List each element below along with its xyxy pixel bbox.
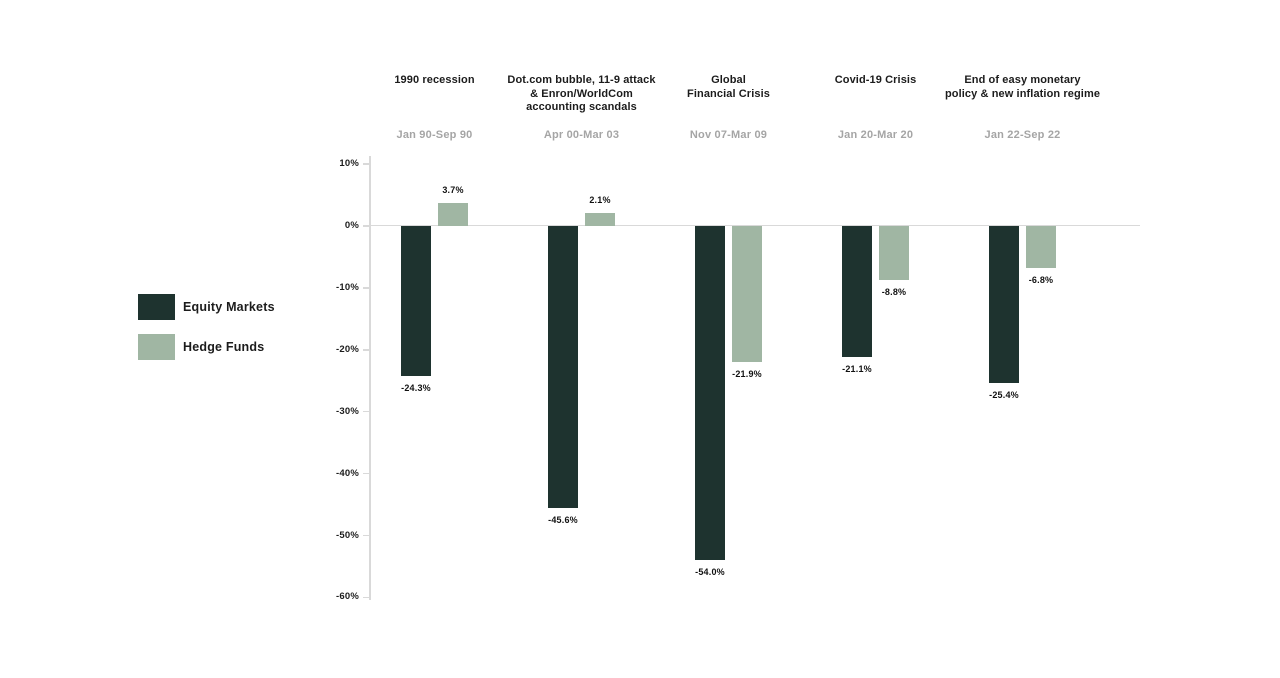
bar-equity-markets [548, 226, 578, 509]
legend-item-hedge-funds: Hedge Funds [138, 334, 264, 360]
equity-markets-swatch [138, 294, 175, 320]
category-title-line: Dot.com bubble, 11-9 attack [507, 74, 656, 86]
value-label-equity-markets: -24.3% [401, 383, 431, 394]
bar-hedge-funds [732, 226, 762, 362]
value-label-hedge-funds: -8.8% [881, 287, 907, 298]
y-tick-label: 10% [339, 158, 359, 170]
zero-baseline [370, 224, 1140, 227]
bar-hedge-funds [1026, 226, 1056, 269]
y-tick-mark [363, 596, 369, 599]
category-title-line: 1990 recession [394, 74, 475, 86]
y-axis-line [369, 156, 371, 600]
legend-item-equity-markets: Equity Markets [138, 294, 275, 320]
category-title: Dot.com bubble, 11-9 attack & Enron/World… [487, 74, 677, 115]
bar-equity-markets [989, 226, 1019, 384]
y-tick-mark [363, 472, 369, 475]
bar-equity-markets [695, 226, 725, 561]
category-period: Jan 22-Sep 22 [984, 129, 1061, 141]
category-period: Nov 07-Mar 09 [689, 129, 768, 141]
y-tick-label: -10% [336, 281, 359, 293]
y-tick-mark [363, 225, 369, 227]
category-title-line: & Enron/WorldCom [530, 87, 633, 100]
bar-hedge-funds [438, 203, 468, 226]
category-title-line: policy & new inflation regime [944, 87, 1101, 100]
value-label-hedge-funds: -6.8% [1028, 275, 1054, 286]
value-label-hedge-funds: 2.1% [589, 195, 611, 205]
category-title: Global Financial Crisis [634, 74, 824, 101]
legend-label-equity-markets: Equity Markets [183, 300, 275, 314]
value-label-equity-markets: -54.0% [695, 567, 725, 578]
category-title-line: Financial Crisis [687, 87, 770, 100]
value-label-equity-markets: -45.6% [548, 515, 578, 526]
bar-equity-markets [401, 226, 431, 377]
y-tick-mark [363, 410, 369, 413]
y-tick-mark [363, 349, 369, 351]
category-title: 1990 recession [340, 74, 530, 88]
bar-equity-markets [842, 226, 872, 357]
category-period: Jan 90-Sep 90 [396, 129, 473, 141]
category-title-line: accounting scandals [526, 101, 637, 113]
y-tick-label: 0% [344, 220, 359, 231]
y-tick-mark [363, 534, 369, 537]
value-label-equity-markets: -25.4% [989, 390, 1019, 401]
y-tick-label: -20% [336, 343, 359, 355]
y-tick-label: -30% [336, 405, 359, 417]
category-title: Covid-19 Crisis [781, 74, 971, 88]
legend-label-hedge-funds: Hedge Funds [183, 340, 265, 354]
category-period: Apr 00-Mar 03 [543, 129, 620, 141]
y-tick-mark [363, 163, 369, 165]
category-title: End of easy monetary policy & new inflati… [928, 74, 1118, 101]
y-tick-label: -40% [336, 467, 359, 479]
category-title-line: Global [711, 74, 746, 86]
value-label-equity-markets: -21.1% [842, 363, 872, 374]
y-tick-label: -50% [336, 529, 359, 541]
y-tick-mark [363, 287, 369, 289]
value-label-hedge-funds: 3.7% [442, 185, 464, 196]
category-title-line: Covid-19 Crisis [834, 74, 917, 86]
hedge-funds-swatch [138, 334, 175, 360]
category-period: Jan 20-Mar 20 [837, 129, 914, 141]
bar-hedge-funds [879, 226, 909, 281]
category-title-line: End of easy monetary [964, 74, 1081, 86]
bar-hedge-funds [585, 213, 615, 226]
y-tick-label: -60% [336, 591, 359, 603]
value-label-hedge-funds: -21.9% [732, 368, 762, 379]
